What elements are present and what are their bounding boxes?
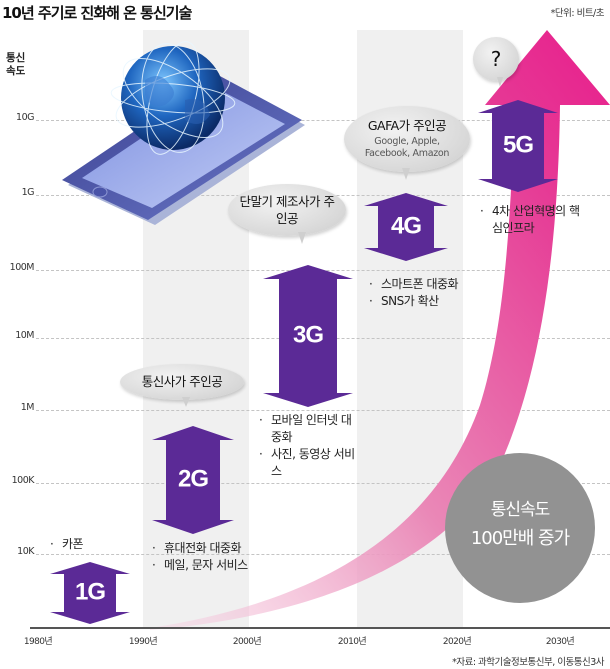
- generation-label: 2G: [177, 465, 209, 493]
- bubble-text: ?: [490, 47, 502, 71]
- y-tick: 10K: [17, 546, 34, 557]
- generation-features-1g: · 카폰: [50, 537, 84, 551]
- generation-arrow-3g: 3G: [263, 265, 353, 407]
- generation-arrow-5g: 5G: [478, 100, 558, 192]
- bubble-tail: [402, 168, 410, 180]
- gridline: [36, 120, 610, 121]
- bubble-tail: [497, 77, 503, 87]
- y-axis-title-line2: 속도: [6, 65, 26, 77]
- generation-label: 5G: [502, 131, 534, 159]
- feature-text: 사진, 동영상 서비스: [271, 447, 355, 478]
- generation-arrow-4g: 4G: [364, 193, 448, 261]
- speech-bubble-5g: ?: [473, 37, 519, 87]
- x-tick: 2000년: [232, 637, 262, 647]
- generation-features-4g: · 스마트폰 대중화 · SNS가 확산: [369, 277, 459, 308]
- bubble-title: GAFA가 주인공: [367, 118, 447, 133]
- x-tick: 2010년: [337, 637, 367, 647]
- y-axis-title: 통신 속도: [6, 52, 25, 78]
- y-axis-title-line1: 통신: [6, 52, 26, 64]
- chart-title: 10년 주기로 진화해 온 통신기술: [2, 4, 192, 22]
- speech-bubble-3g: 단말기 제조사가 주인공: [228, 184, 346, 244]
- y-tick: 1G: [21, 187, 35, 198]
- highlight-line2: 100만배 증가: [470, 528, 570, 549]
- feature-text: 스마트폰 대중화: [381, 277, 459, 291]
- bubble-text: 통신사가 주인공: [141, 374, 223, 389]
- gafa-names-line2: Facebook, Amazon: [364, 148, 450, 159]
- x-tick: 2020년: [442, 637, 472, 647]
- generation-label: 1G: [74, 578, 106, 606]
- gridline: [36, 483, 610, 484]
- y-tick: 100M: [9, 262, 35, 273]
- feature-text: SNS가 확산: [381, 294, 439, 308]
- y-tick: 1M: [20, 402, 35, 413]
- gridline: [36, 410, 610, 411]
- smartphone-globe-illustration: [60, 40, 320, 230]
- generation-label: 4G: [390, 212, 422, 240]
- bubble-tail: [182, 397, 190, 407]
- bubble-tail: [298, 232, 306, 244]
- gridline: [36, 554, 610, 555]
- feature-text: 모바일 인터넷 대중화: [271, 413, 352, 444]
- speech-bubble-4g: GAFA가 주인공 Google, Apple, Facebook, Amazo…: [344, 106, 470, 180]
- speech-bubble-2g: 통신사가 주인공: [120, 364, 244, 407]
- generation-label: 3G: [292, 321, 324, 349]
- unit-note: *단위: 비트/초: [550, 8, 605, 19]
- x-axis-line: [30, 627, 610, 629]
- gafa-names-line1: Google, Apple,: [374, 136, 440, 147]
- y-tick: 100K: [11, 475, 35, 486]
- smartphone-icon: [62, 41, 305, 225]
- generation-features-5g: · 4차 산업혁명의 핵심인프라: [480, 204, 580, 235]
- source-note: *자료: 과학기술정보통신부, 이동통신3사: [452, 657, 604, 668]
- feature-text: 메일, 문자 서비스: [164, 558, 248, 572]
- y-tick: 10G: [16, 112, 34, 123]
- generation-arrow-1g: 1G: [50, 562, 130, 624]
- growth-arrow: [150, 25, 610, 630]
- x-tick: 1990년: [128, 637, 158, 647]
- generation-arrow-2g: 2G: [152, 426, 234, 534]
- bubble-text: 단말기 제조사가 주인공: [239, 194, 335, 226]
- speed-increase-circle: 통신속도 100만배 증가: [445, 453, 595, 603]
- highlight-line1: 통신속도: [490, 500, 551, 520]
- feature-text: 4차 산업혁명의 핵심인프라: [492, 204, 580, 235]
- x-tick: 2030년: [545, 637, 575, 647]
- generation-features-3g: · 모바일 인터넷 대중화 · 사진, 동영상 서비스: [259, 413, 355, 478]
- y-tick: 10M: [15, 330, 34, 341]
- generation-features-2g: · 휴대전화 대중화 · 메일, 문자 서비스: [152, 541, 248, 572]
- feature-text: 휴대전화 대중화: [164, 541, 242, 555]
- x-tick: 1980년: [23, 637, 53, 647]
- feature-text: 카폰: [62, 537, 84, 551]
